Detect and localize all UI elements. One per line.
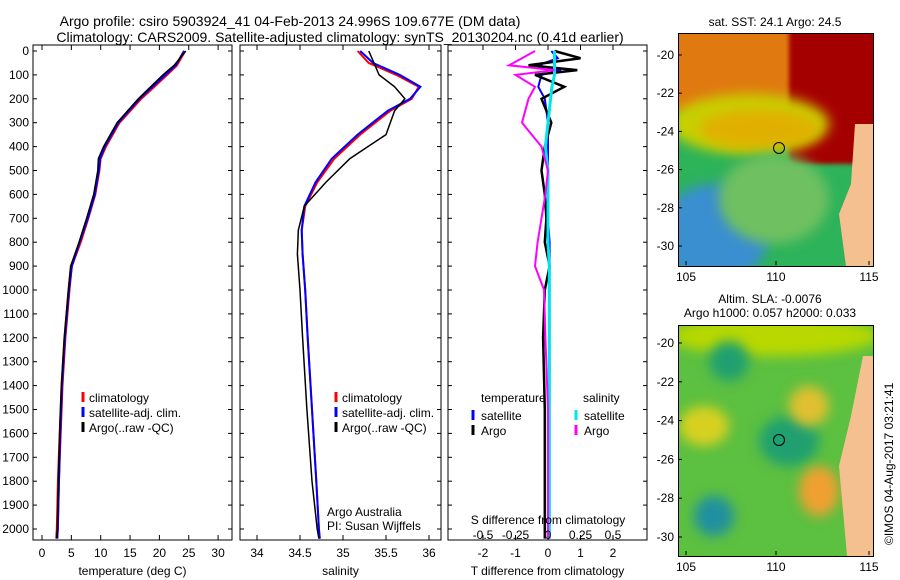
y-tick-label: 1400 [2, 379, 29, 393]
legend-label: satellite [584, 409, 625, 423]
x-tick-label: 15 [123, 546, 137, 560]
series-satellite-adj-clim- [300, 50, 422, 539]
x-tick-label: 35.5 [374, 546, 398, 560]
x-tick-label-2: 0.5 [605, 528, 622, 542]
y-tick-label: 800 [9, 235, 29, 249]
x-tick-label: 34.5 [288, 546, 312, 560]
y-tick-label: 100 [9, 68, 29, 82]
y-tick-label: 1900 [2, 498, 29, 512]
x-tick-label-2: 0 [545, 528, 552, 542]
sla-map-title: Altim. SLA: -0.0076 [718, 292, 822, 306]
legend-label: Argo(..raw -QC) [89, 421, 174, 435]
x-tick-label: 1 [577, 546, 584, 560]
y-tick-label: 1200 [2, 331, 29, 345]
x-axis-label: temperature (deg C) [78, 564, 186, 578]
series-climatology [55, 50, 186, 539]
imos-stamp: ©IMOS 04-Aug-2017 03:21:41 [882, 382, 896, 545]
x-tick-label-2: -0.25 [502, 528, 530, 542]
series-t-argo [528, 49, 581, 539]
y-tick-label: 0 [22, 44, 29, 58]
x-tick-label-2: 0.25 [569, 528, 593, 542]
x-tick-label-2: -0.5 [473, 528, 494, 542]
sla-map-subtitle: Argo h1000: 0.057 h2000: 0.033 [684, 306, 856, 320]
panel-1: 0 5 10 15 20 25 30 temperature (deg C) 0 100 200 30… [2, 44, 233, 578]
panel-2: 34 34.5 35 35.5 36 salinity climatologysatelli… [239, 44, 442, 578]
y-tick-label: 1300 [2, 355, 29, 369]
plot-frame [32, 44, 233, 541]
plot-frame [239, 44, 442, 541]
x-tick-label: -2 [478, 546, 489, 560]
y-tick-label: 400 [9, 140, 29, 154]
x-tick-label: 0 [545, 546, 552, 560]
argo-location-marker [773, 434, 785, 446]
series-satellite-adj-clim- [56, 50, 185, 539]
y-tick-label: 1500 [2, 403, 29, 417]
x-tick-label: 34 [250, 546, 264, 560]
y-tick-label: 700 [9, 211, 29, 225]
legend-label: Argo [481, 424, 507, 438]
x-tick-label: 2 [610, 546, 617, 560]
legend-label: satellite [481, 409, 522, 423]
x-tick-label: 25 [182, 546, 196, 560]
y-tick-label: 900 [9, 259, 29, 273]
y-tick-label: 1000 [2, 283, 29, 297]
legend-label: satellite-adj. clim. [342, 406, 434, 420]
land-mass [839, 356, 873, 556]
x-tick-label: 5 [68, 546, 75, 560]
x-axis-label-2: S difference from climatology [471, 513, 626, 527]
sst-map-title: sat. SST: 24.1 Argo: 24.5 [709, 15, 842, 29]
x-tick-label: -1 [510, 546, 521, 560]
title-line-1: Argo profile: csiro 5903924_41 04-Feb-20… [60, 13, 521, 29]
y-tick-label: 1700 [2, 450, 29, 464]
legend-label: Argo(..raw -QC) [342, 421, 427, 435]
series-climatology [300, 50, 421, 539]
x-tick-label: 30 [211, 546, 225, 560]
sst-map [678, 33, 874, 267]
y-tick-label: 1100 [3, 307, 29, 321]
y-tick-label: 500 [9, 164, 29, 178]
y-tick-label: 200 [9, 92, 29, 106]
legend-title-salinity: salinity [583, 391, 620, 405]
x-axis-label: salinity [322, 564, 359, 578]
y-tick-label: 600 [9, 187, 29, 201]
series-s-argo [505, 50, 555, 539]
x-tick-label: 20 [153, 546, 167, 560]
argo-location-marker [773, 142, 785, 154]
title-line-2: Climatology: CARS2009. Satellite-adjuste… [56, 29, 623, 45]
sla-map [678, 325, 874, 557]
y-tick-label: 1800 [2, 474, 29, 488]
x-tick-label: 35 [336, 546, 350, 560]
x-tick-label: 10 [94, 546, 108, 560]
legend-label: climatology [89, 391, 149, 405]
legend-label: satellite-adj. clim. [89, 406, 181, 420]
y-tick-label: 1600 [2, 426, 29, 440]
panel-3: -2 -1 0 1 2 T difference from climatology temp… [447, 44, 648, 578]
y-tick-label: 300 [9, 116, 29, 130]
series-argo-raw-qc- [296, 50, 406, 539]
x-tick-label: 36 [422, 546, 436, 560]
legend-label: climatology [342, 391, 402, 405]
x-axis-label: T difference from climatology [471, 564, 625, 578]
x-tick-label: 0 [39, 546, 46, 560]
series-argo-raw-qc- [55, 50, 187, 539]
pi-text: PI: Susan Wijffels [327, 519, 421, 533]
legend-title-temperature: temperature [481, 391, 546, 405]
credit-text: Argo Australia [327, 505, 402, 519]
legend-label: Argo [584, 424, 610, 438]
y-tick-label: 2000 [2, 522, 29, 536]
